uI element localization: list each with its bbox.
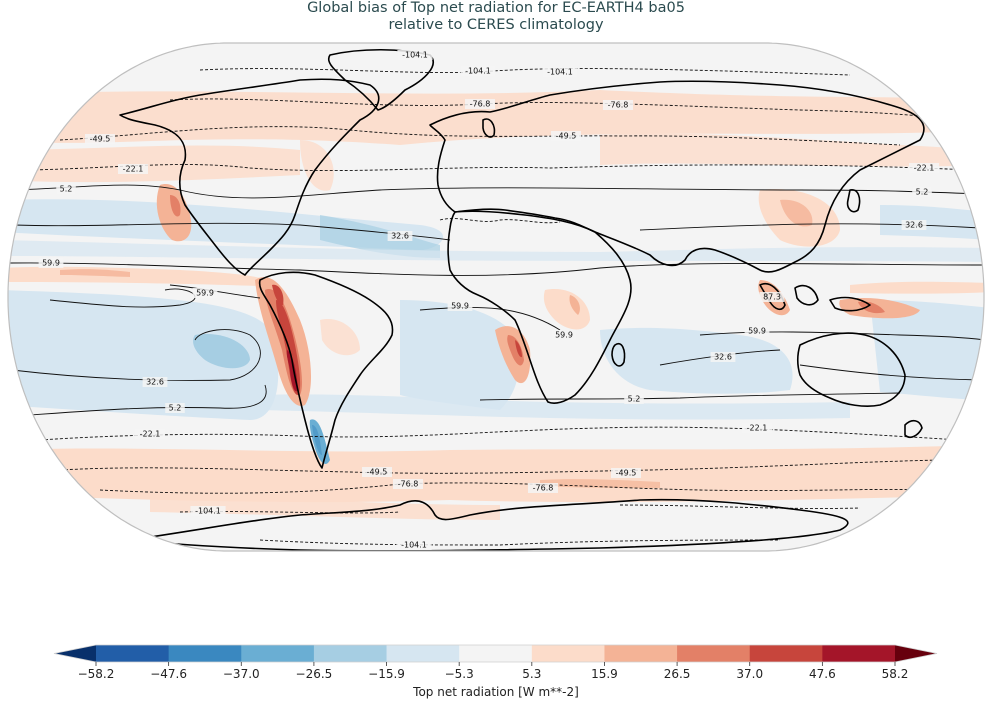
contour-label: 32.6 — [714, 353, 732, 362]
colorbar-tick-label: −37.0 — [222, 667, 260, 681]
contour-label: 59.9 — [196, 289, 214, 298]
contour-label: -49.5 — [616, 469, 637, 478]
title-line-2: relative to CERES climatology — [388, 17, 604, 33]
contour-labels: -104.1 -104.1 -104.1 -76.8 -76.8 -49.5 -49.5 -2… — [38, 50, 939, 550]
colorbar-tick-label: −58.2 — [77, 667, 115, 681]
chart-title: Global bias of Top net radiation for EC-… — [0, 0, 992, 34]
contour-label: 59.9 — [748, 327, 766, 336]
contour-label: 32.6 — [905, 221, 923, 230]
colorbar-tick-label: −15.9 — [368, 667, 405, 681]
contour-label: -22.1 — [747, 424, 768, 433]
contour-label: -22.1 — [914, 164, 935, 173]
colorbar — [53, 644, 938, 666]
coastlines — [119, 48, 925, 551]
contour-label: -76.8 — [398, 480, 419, 489]
contour-label: 5.2 — [916, 188, 929, 197]
contour-label: -104.1 — [465, 67, 491, 76]
contour-label: -104.1 — [401, 541, 427, 550]
contour-label: -104.1 — [547, 68, 573, 77]
contour-label: -22.1 — [123, 165, 144, 174]
colorbar-tick-label: 15.9 — [591, 667, 618, 681]
contour-label: -104.1 — [195, 507, 221, 516]
contour-label: 87.3 — [763, 293, 781, 302]
colorbar-bin — [241, 645, 315, 662]
colorbar-tick-label: −5.3 — [444, 667, 474, 681]
colorbar-tick-label: 5.3 — [522, 667, 542, 681]
contour-label: 59.9 — [555, 331, 573, 340]
contour-label: 5.2 — [60, 185, 73, 194]
colorbar-tick-label: −47.6 — [150, 667, 188, 681]
contour-label: 5.2 — [628, 395, 641, 404]
contour-label: -104.1 — [402, 51, 428, 60]
contour-label: 59.9 — [451, 302, 469, 311]
bias-field-layer: -104.1 -104.1 -104.1 -76.8 -76.8 -49.5 -49.5 -2… — [8, 43, 984, 551]
colorbar-bin — [386, 645, 460, 662]
contour-label: -22.1 — [140, 430, 161, 439]
colorbar-bin — [531, 645, 605, 662]
colorbar-bin — [604, 645, 678, 662]
colorbar-bin — [96, 645, 170, 662]
contour-label: 32.6 — [146, 378, 164, 387]
colorbar-bin — [822, 645, 896, 662]
colorbar-tick-label: 26.5 — [663, 667, 691, 681]
colorbar-bin — [749, 645, 823, 662]
colorbar-tick-label: 37.0 — [736, 667, 764, 681]
bias-bands — [8, 90, 984, 520]
colorbar-bin — [313, 645, 388, 662]
contour-label: -49.5 — [367, 468, 388, 477]
colorbar-tick-label: 58.2 — [881, 667, 909, 681]
contour-label: -76.8 — [608, 101, 629, 110]
contour-label: -76.8 — [470, 100, 491, 109]
colorbar-bin — [168, 645, 242, 662]
contour-label: 32.6 — [391, 232, 409, 241]
colorbar-extend-over — [895, 645, 937, 662]
colorbar-bin — [677, 645, 751, 662]
contour-label: -76.8 — [533, 484, 554, 493]
colorbar-tick-label: −26.5 — [295, 667, 333, 681]
contour-label: 5.2 — [169, 404, 182, 413]
colorbar-extend-under — [54, 645, 96, 662]
contour-label: 59.9 — [42, 259, 60, 268]
contour-label: -49.5 — [90, 135, 111, 144]
title-line-1: Global bias of Top net radiation for EC-… — [307, 0, 685, 16]
colorbar-label: Top net radiation [W m**-2] — [413, 685, 579, 699]
map-boundary — [7, 42, 985, 552]
contour-label: -49.5 — [556, 132, 577, 141]
colorbar-bin — [459, 645, 533, 662]
colorbar-tick-label: 47.6 — [809, 667, 836, 681]
